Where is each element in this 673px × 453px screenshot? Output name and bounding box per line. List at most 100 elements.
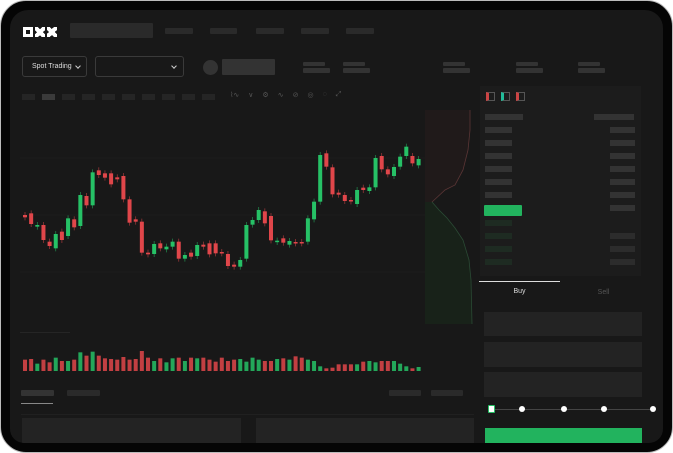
candle (189, 252, 194, 257)
candle (373, 158, 378, 188)
candle (250, 220, 255, 225)
ask-amount (610, 140, 635, 146)
volume-bar (59, 361, 64, 371)
tab-underline (21, 403, 53, 404)
pair-dropdown[interactable] (95, 56, 184, 77)
candle (244, 225, 249, 259)
candle (330, 167, 335, 195)
interval-button[interactable] (122, 94, 135, 100)
interval-button[interactable] (162, 94, 175, 100)
spot-trading-dropdown[interactable]: Spot Trading (22, 56, 87, 77)
volume-bar (275, 359, 280, 371)
total-input[interactable] (484, 372, 642, 397)
nav-item[interactable] (165, 28, 193, 34)
settings-icon[interactable]: ⚙ (262, 92, 269, 99)
candle (275, 240, 280, 243)
volume-bar (72, 359, 77, 371)
volume-bar (47, 362, 52, 371)
nav-item[interactable] (346, 28, 374, 34)
tab-open-orders[interactable] (21, 390, 54, 396)
fullscreen-icon[interactable]: ⤢ (335, 91, 342, 98)
interval-button[interactable] (202, 94, 215, 100)
volume-bar (287, 359, 292, 371)
orderbook-asks-icon[interactable] (516, 92, 525, 101)
buy-button[interactable] (485, 428, 642, 443)
interval-button[interactable] (22, 94, 35, 100)
nav-item[interactable] (210, 28, 237, 34)
nav-item[interactable] (256, 28, 284, 34)
slider-handle[interactable] (488, 405, 495, 413)
volume-bar (330, 367, 335, 371)
ask-amount (610, 166, 635, 172)
volume-bar (232, 359, 237, 371)
nav-item[interactable] (301, 28, 329, 34)
candle-type-icon[interactable]: ∨ (248, 92, 254, 99)
volume-bar (305, 359, 310, 371)
stat-label (516, 62, 538, 66)
candle (256, 210, 261, 220)
ask-price (485, 166, 512, 172)
bid-amount (610, 233, 635, 239)
tab-buy[interactable]: Buy (513, 288, 526, 295)
volume-bar (398, 363, 403, 371)
chevron-down-icon (74, 62, 81, 69)
amount-input[interactable] (484, 342, 642, 367)
filter-button[interactable] (431, 390, 463, 396)
candle (318, 155, 323, 202)
volume-bar (115, 359, 120, 371)
stat-value (578, 68, 605, 73)
volume-bar (182, 361, 187, 371)
volume-bar (35, 363, 40, 371)
filter-button[interactable] (389, 390, 421, 396)
volume-bar (348, 364, 353, 371)
stat-value (516, 68, 543, 73)
chart-divider (20, 332, 70, 333)
app-screen: Spot Trading ⌇∿ ∨ ⚙ ∿ ⊘ ◎ ◌ ⤢ Buy Sell (10, 10, 663, 443)
orderbook-bids-icon[interactable] (501, 92, 510, 101)
price-input[interactable] (484, 312, 642, 336)
bid-price (485, 233, 512, 239)
interval-button[interactable] (62, 94, 75, 100)
stat-value (303, 68, 330, 73)
interval-button[interactable] (82, 94, 95, 100)
slider-stop[interactable] (601, 406, 607, 412)
volume-bar (324, 368, 329, 371)
volume-bar (385, 361, 390, 371)
candle (219, 252, 224, 254)
tab-sell[interactable]: Sell (597, 289, 610, 296)
draw-icon[interactable]: ⊘ (292, 92, 299, 99)
orderbook-both-icon[interactable] (486, 92, 495, 101)
order-book (480, 86, 641, 276)
stat-label (443, 62, 465, 66)
slider-stop[interactable] (519, 406, 525, 412)
indicator-icon[interactable]: ⌇∿ (230, 92, 240, 99)
bid-price (485, 259, 512, 265)
interval-button[interactable] (142, 94, 155, 100)
candlestick-chart[interactable] (10, 105, 430, 375)
candle (232, 264, 237, 267)
candle (367, 187, 372, 191)
line-icon[interactable]: ∿ (277, 92, 284, 99)
slider-stop[interactable] (561, 406, 567, 412)
interval-button[interactable] (42, 94, 55, 100)
stat-value (443, 68, 470, 73)
interval-button[interactable] (182, 94, 195, 100)
volume-bar (78, 352, 83, 371)
search-bar[interactable] (70, 23, 153, 38)
volume-bar (318, 366, 323, 371)
chevron-down-icon (171, 62, 177, 69)
volume-bar (164, 362, 169, 371)
candle (195, 245, 200, 256)
okx-logo[interactable] (23, 27, 57, 37)
slider-stop[interactable] (650, 406, 656, 412)
amount-slider[interactable] (488, 404, 658, 414)
stat-label (343, 62, 365, 66)
volume-bar (133, 359, 138, 371)
candle (90, 172, 95, 206)
candle (293, 242, 298, 244)
tab-order-history[interactable] (67, 390, 100, 396)
magnet-icon[interactable]: ◎ (307, 92, 314, 99)
assets-panel (256, 418, 474, 443)
interval-button[interactable] (102, 94, 115, 100)
reset-icon[interactable]: ◌ (322, 91, 327, 98)
